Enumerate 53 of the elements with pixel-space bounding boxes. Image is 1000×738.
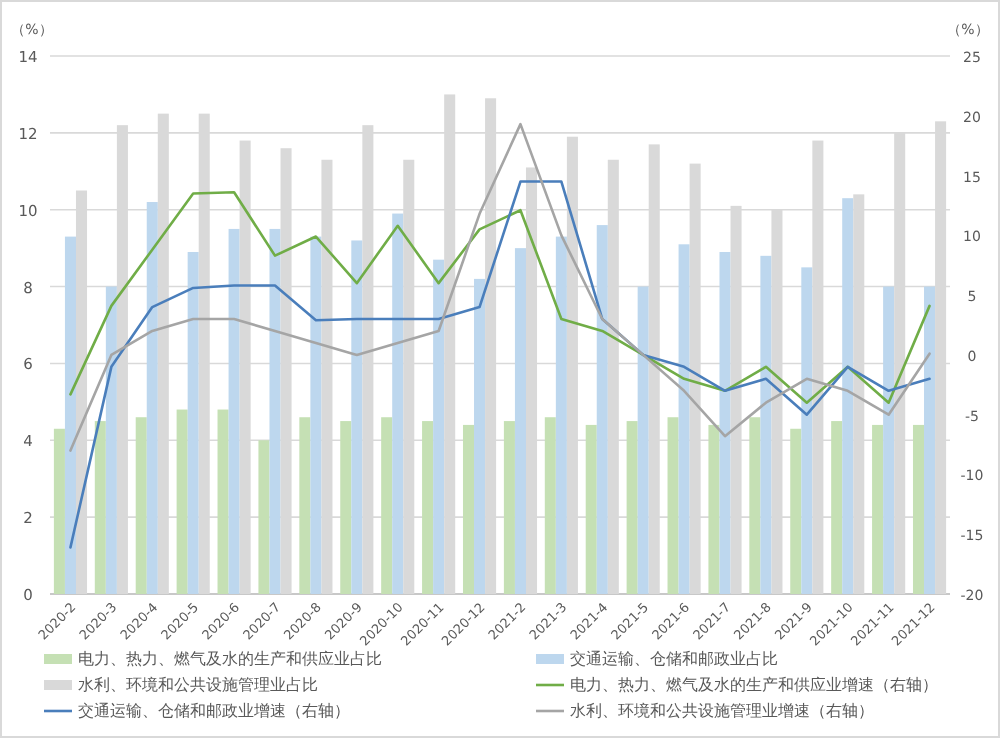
bar: [667, 417, 679, 594]
bar: [340, 421, 352, 594]
bar: [392, 213, 404, 594]
bar: [176, 409, 188, 594]
bar: [544, 417, 556, 594]
bar: [883, 286, 895, 594]
bar: [760, 255, 772, 594]
bar: [381, 417, 393, 594]
bar: [831, 421, 843, 594]
bar: [924, 286, 936, 594]
bar: [269, 228, 281, 594]
legend-label: 水利、环境和公共设施管理业占比: [78, 676, 318, 694]
legend-label: 交通运输、仓储和邮政业增速（右轴）: [78, 702, 350, 720]
bar: [146, 202, 158, 594]
line-series: [69, 190, 931, 405]
bar: [217, 409, 229, 594]
bar: [64, 236, 76, 594]
bar: [790, 428, 802, 594]
bar: [708, 424, 720, 594]
bar: [555, 236, 567, 594]
bar: [474, 278, 486, 594]
bar: [637, 286, 649, 594]
bar: [310, 236, 322, 594]
legend-label: 电力、热力、燃气及水的生产和供应业增速（右轴）: [570, 676, 938, 694]
bar: [258, 440, 270, 594]
bar: [719, 251, 731, 594]
bar: [94, 421, 106, 594]
bar: [626, 421, 638, 594]
bar: [135, 417, 147, 594]
bar: [422, 421, 434, 594]
bar: [912, 424, 925, 594]
legend-label: 电力、热力、燃气及水的生产和供应业占比: [78, 650, 382, 668]
bar: [596, 225, 608, 594]
bar: [53, 428, 65, 594]
bar: [749, 417, 761, 594]
bar: [433, 259, 445, 594]
line-series: [69, 122, 931, 452]
line-series: [69, 180, 931, 549]
bar: [503, 421, 515, 594]
bar: [228, 228, 240, 594]
bar: [351, 240, 363, 594]
bar: [842, 198, 854, 594]
bar: [585, 424, 597, 594]
bar: [678, 244, 690, 594]
bar: [105, 286, 117, 594]
bar: [187, 251, 199, 594]
bar: [462, 424, 475, 594]
bar: [801, 267, 813, 594]
bar: [299, 417, 311, 594]
legend-label: 水利、环境和公共设施管理业增速（右轴）: [570, 702, 874, 720]
bar: [514, 248, 526, 594]
legend-label: 交通运输、仓储和邮政业占比: [570, 650, 778, 668]
bar: [872, 424, 884, 594]
